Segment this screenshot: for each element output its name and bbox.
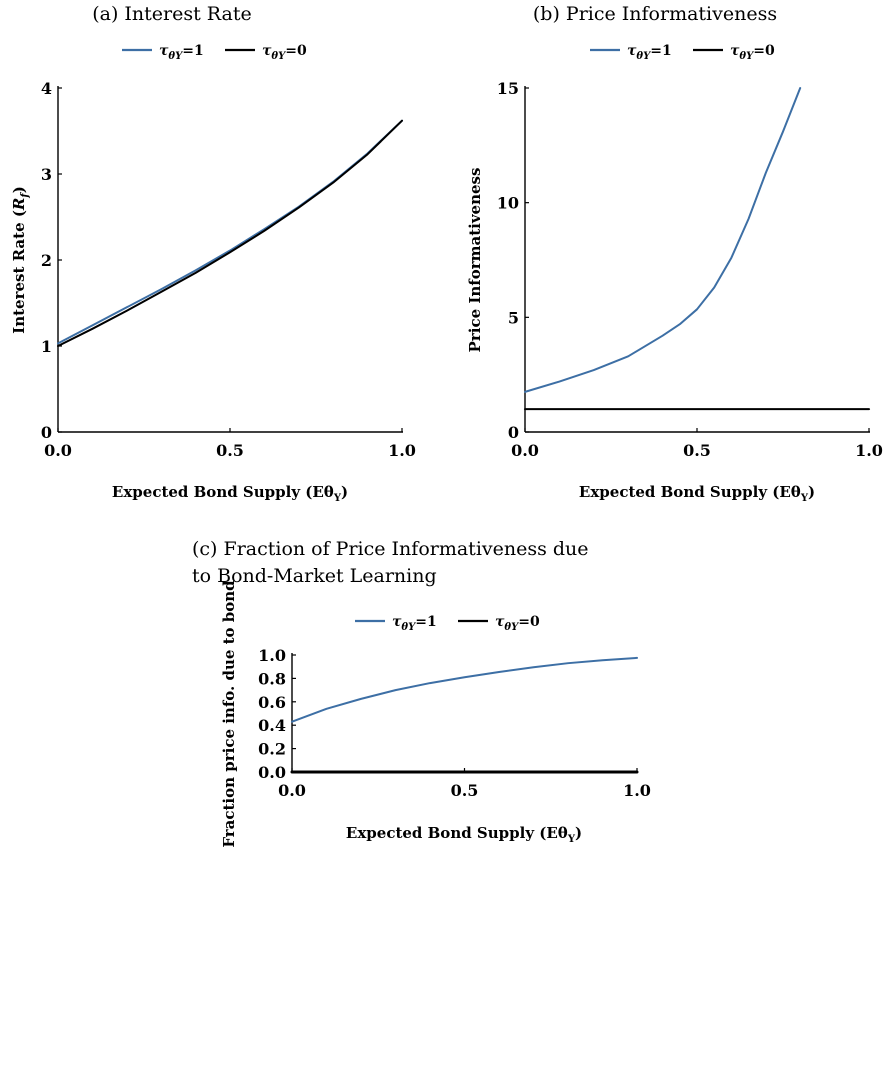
y-tick-label-c-0: 0.0 xyxy=(258,763,286,782)
legend-a: τθY=1 τθY=0 xyxy=(122,43,307,62)
panel-b: (b) Price Informativeness τθY=1 τθY=0 0.0 0.… xyxy=(466,3,883,504)
legend-c: τθY=1 τθY=0 xyxy=(355,614,540,633)
y-tick-label-b-3: 15 xyxy=(497,79,519,98)
x-tick-label-c-2: 1.0 xyxy=(623,781,651,800)
x-axis-label-c: Expected Bond Supply (EθY) xyxy=(346,824,582,845)
x-tick-label-c-0: 0.0 xyxy=(278,781,306,800)
y-tick-label-c-3: 0.6 xyxy=(258,693,286,712)
legend-label-a-0: τθY=1 xyxy=(159,43,204,62)
series-line-b-0 xyxy=(524,87,802,393)
y-axis-label-c: Fraction price info. due to bond xyxy=(220,580,238,848)
y-tick-label-b-2: 10 xyxy=(497,194,519,213)
x-tick-label-a-1: 0.5 xyxy=(216,441,244,460)
legend-label-b-0: τθY=1 xyxy=(627,43,672,62)
legend-label-a-1: τθY=0 xyxy=(262,43,307,62)
y-axis-label-b: Price Informativeness xyxy=(466,168,484,353)
x-tick-label-c-1: 0.5 xyxy=(451,781,479,800)
y-tick-label-c-1: 0.2 xyxy=(258,740,286,759)
y-tick-label-c-4: 0.8 xyxy=(258,669,286,688)
x-tick-label-b-2: 1.0 xyxy=(855,441,883,460)
y-tick-label-b-0: 0 xyxy=(508,423,519,442)
panel-c: (c) Fraction of Price Informativeness du… xyxy=(192,538,651,848)
series-line-a-1 xyxy=(57,119,403,347)
y-tick-label-a-2: 2 xyxy=(41,251,52,270)
y-tick-label-a-1: 1 xyxy=(41,337,52,356)
legend-b: τθY=1 τθY=0 xyxy=(590,43,775,62)
y-tick-label-b-1: 5 xyxy=(508,308,519,327)
x-axis-label-a: Expected Bond Supply (EθY) xyxy=(112,483,348,504)
y-tick-label-c-2: 0.4 xyxy=(258,716,286,735)
y-tick-label-a-3: 3 xyxy=(41,165,52,184)
x-tick-label-a-2: 1.0 xyxy=(388,441,416,460)
series-line-a-0 xyxy=(57,119,403,345)
panel-a: (a) Interest Rate τθY=1 τθY=0 0.0 0.5 1.0 0 1 2 3… xyxy=(10,3,416,504)
x-tick-label-a-0: 0.0 xyxy=(44,441,72,460)
chart-title-b: (b) Price Informativeness xyxy=(533,3,777,25)
legend-label-b-1: τθY=0 xyxy=(730,43,775,62)
y-axis-label-a: Interest Rate (Rf) xyxy=(10,186,31,334)
y-tick-label-c-5: 1.0 xyxy=(258,646,286,665)
legend-label-c-1: τθY=0 xyxy=(495,614,540,633)
y-tick-label-a-4: 4 xyxy=(41,79,52,98)
x-axis-label-b: Expected Bond Supply (EθY) xyxy=(579,483,815,504)
chart-title-a: (a) Interest Rate xyxy=(92,3,252,25)
x-tick-label-b-0: 0.0 xyxy=(511,441,539,460)
y-tick-label-a-0: 0 xyxy=(41,423,52,442)
x-tick-label-b-1: 0.5 xyxy=(683,441,711,460)
chart-title-c-line-1: to Bond-Market Learning xyxy=(192,565,437,587)
series-line-c-0 xyxy=(291,656,638,723)
legend-label-c-0: τθY=1 xyxy=(392,614,437,633)
chart-title-c-line-0: (c) Fraction of Price Informativeness du… xyxy=(192,538,589,560)
